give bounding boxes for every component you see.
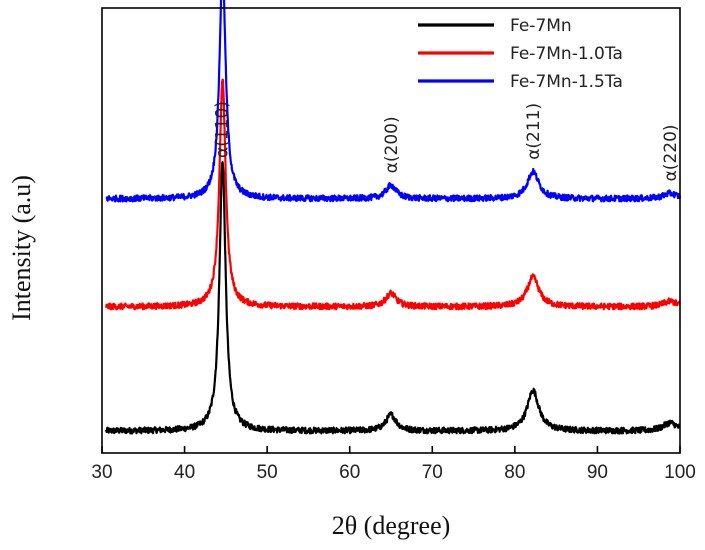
peak-label: α(110) <box>213 101 233 158</box>
series-line-3 <box>105 0 682 203</box>
series-layer <box>105 0 682 435</box>
peak-labels: α(110) α(200) α(211) α(220) <box>213 101 681 181</box>
y-axis-title: Intensity (a.u) <box>7 175 36 321</box>
peak-label: α(211) <box>524 103 544 160</box>
series-line-1 <box>105 160 681 435</box>
x-tick-label: 30 <box>91 462 112 483</box>
x-axis-ticks: 30 40 50 60 70 80 90 100 <box>91 446 696 483</box>
legend-label: Fe-7Mn-1.5Ta <box>510 72 623 92</box>
x-tick-label: 70 <box>422 462 443 483</box>
x-tick-label: 90 <box>587 462 608 483</box>
series-line-2 <box>105 78 681 311</box>
legend-label: Fe-7Mn <box>510 16 572 36</box>
x-tick-label: 50 <box>257 462 278 483</box>
peak-label: α(200) <box>382 116 402 173</box>
x-tick-label: 60 <box>339 462 360 483</box>
plot-frame <box>101 7 681 454</box>
x-axis-title: 2θ (degree) <box>332 511 451 540</box>
legend: Fe-7Mn Fe-7Mn-1.0Ta Fe-7Mn-1.5Ta <box>418 16 623 92</box>
x-tick-label: 40 <box>174 462 195 483</box>
peak-label: α(220) <box>661 124 681 181</box>
legend-label: Fe-7Mn-1.0Ta <box>510 44 623 64</box>
x-tick-label: 80 <box>504 462 525 483</box>
x-tick-label: 100 <box>664 462 696 483</box>
